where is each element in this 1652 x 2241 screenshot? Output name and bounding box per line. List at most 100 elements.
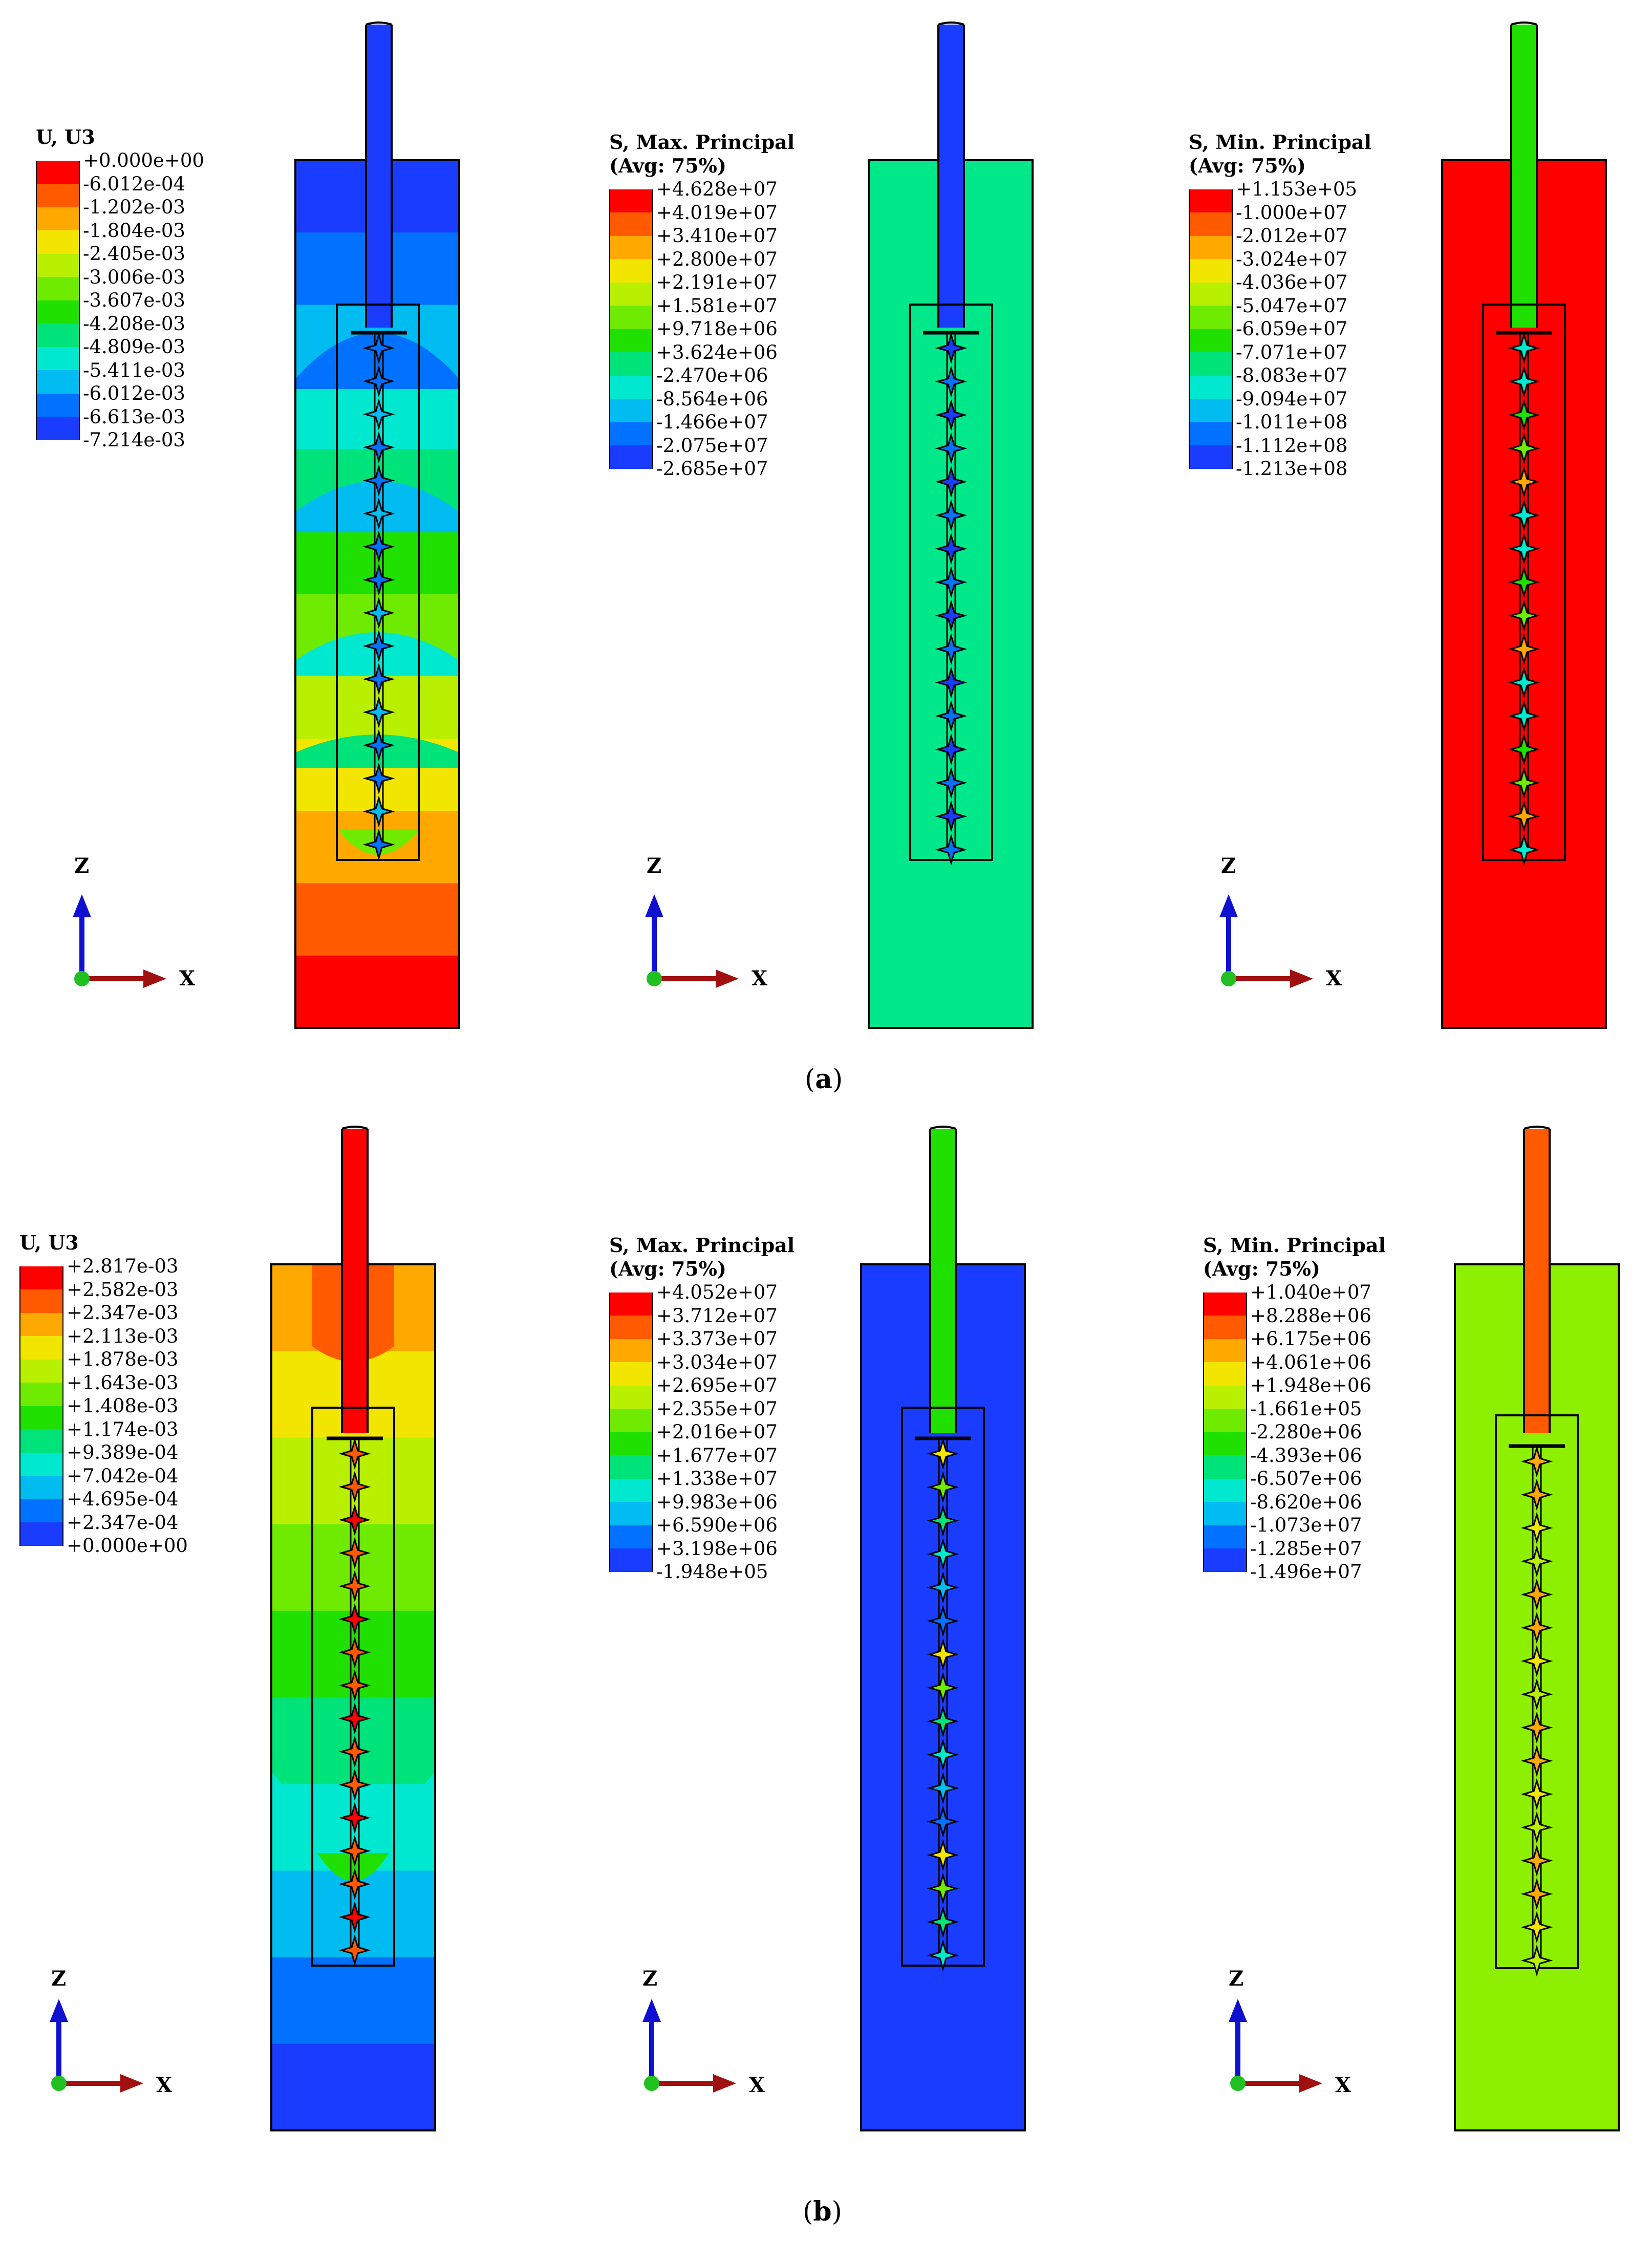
- legend-value-label: +2.695e+07: [656, 1374, 778, 1396]
- contour-band: [271, 2043, 435, 2131]
- legend-value-label: -4.208e-03: [83, 312, 185, 335]
- anchor-nodule: [1520, 1445, 1553, 1478]
- anchor-nodule: [935, 666, 968, 699]
- legend-swatch: [1204, 1339, 1246, 1363]
- legend-value-label: +1.408e-03: [67, 1395, 179, 1417]
- anchor-nodule: [362, 530, 395, 563]
- z-axis-label: Z: [51, 1967, 67, 1991]
- y-axis-dot: [1230, 2076, 1246, 2091]
- legend-swatch: [610, 1292, 652, 1316]
- legend-swatch: [20, 1429, 62, 1453]
- anchor-nodule: [338, 1702, 371, 1735]
- z-axis-label: Z: [1221, 854, 1236, 878]
- legend-swatch: [610, 1478, 652, 1502]
- legend-swatch: [20, 1336, 62, 1360]
- legend-swatch: [37, 347, 79, 371]
- legend-swatch: [1190, 282, 1232, 306]
- legend-swatch: [20, 1266, 62, 1290]
- y-axis-dot: [51, 2076, 67, 2091]
- anchor-nodule: [927, 1839, 959, 1871]
- x-axis-label: X: [179, 966, 196, 990]
- anchor-nodule: [338, 1570, 371, 1603]
- fem-model: [1441, 21, 1607, 1029]
- legend-swatch: [1204, 1525, 1246, 1549]
- anchor-nodule: [1520, 1645, 1553, 1677]
- legend-color-bar: [36, 160, 80, 440]
- y-axis-dot: [74, 971, 90, 986]
- legend-swatch: [37, 160, 79, 184]
- x-axis-label: X: [1326, 966, 1342, 990]
- x-arrow-head: [1299, 2074, 1322, 2093]
- legend-value-label: -5.411e-03: [83, 359, 185, 381]
- anchor-nodule: [1508, 666, 1540, 699]
- legend-swatch: [37, 230, 79, 254]
- anchor-nodule: [338, 1537, 371, 1569]
- anchor-nodule: [362, 398, 395, 430]
- legend-swatch: [1190, 259, 1232, 283]
- anchor-nodule: [1508, 800, 1540, 833]
- inner-zone-outline: [336, 304, 420, 861]
- anchor-nodule: [338, 1934, 371, 1967]
- anchor-nodule: [935, 700, 968, 732]
- legend-value-label: -2.075e+07: [656, 434, 768, 457]
- z-axis-label: Z: [74, 854, 90, 878]
- legend-value-label: -6.012e-03: [83, 382, 185, 404]
- legend-value-label: -3.607e-03: [83, 289, 185, 311]
- legend-value-label: +1.581e+07: [656, 294, 778, 317]
- legend-color-bar: [609, 1292, 653, 1572]
- axis-triad: [642, 1999, 736, 2093]
- anchor-nodule: [935, 599, 968, 632]
- anchor-nodule: [1520, 1878, 1553, 1910]
- legend-value-label: +1.878e-03: [67, 1348, 179, 1370]
- anchor-nodule: [1520, 1711, 1553, 1744]
- anchor-rod: [1511, 25, 1537, 328]
- axis-triad: [73, 894, 166, 988]
- anchor-nodule: [338, 1735, 371, 1768]
- legend-swatch: [610, 1409, 652, 1432]
- legend-min-principal: S, Min. Principal (Avg: 75%) +1.040e+07 +…: [1203, 1234, 1386, 1584]
- anchor-rod: [930, 1129, 956, 1433]
- legend-value-label: +1.040e+07: [1250, 1281, 1371, 1303]
- legend-value-label: -6.507e+06: [1250, 1468, 1362, 1490]
- legend-value-label: -1.213e+08: [1236, 458, 1348, 480]
- legend-title: U, U3: [19, 1231, 79, 1254]
- z-arrow-head: [1219, 894, 1238, 917]
- anchor-nodule: [338, 1801, 371, 1834]
- fem-model: [868, 21, 1034, 1029]
- legend-swatch: [1204, 1385, 1246, 1409]
- anchor-rod: [366, 25, 392, 328]
- caption-label: a: [815, 1064, 832, 1095]
- legend-value-label: +3.034e+07: [656, 1351, 778, 1373]
- anchor-nodule: [338, 1769, 371, 1801]
- legend-swatch: [610, 399, 652, 422]
- legend-scale: +4.052e+07 +3.712e+07 +3.373e+07 +3.034e+07…: [609, 1281, 795, 1584]
- legend-value-label: -8.564e+06: [656, 387, 768, 410]
- legend-value-label: -5.047e+07: [1236, 294, 1348, 317]
- legend-value-label: +4.061e+06: [1250, 1351, 1371, 1373]
- legend-value-label: +2.191e+07: [656, 271, 778, 293]
- panel-b: U, U3 +2.817e-03 +2.582e-03 +2.347e-03 +2.1…: [0, 1111, 1652, 2241]
- legend-value-label: +2.347e-03: [67, 1302, 179, 1324]
- panel-a: U, U3 +0.000e+00 -6.012e-04 -1.202e-03 -1.8…: [0, 0, 1652, 1111]
- legend-value-label: +4.019e+07: [656, 201, 778, 224]
- legend-value-label: -1.112e+08: [1236, 434, 1348, 457]
- legend-swatch: [610, 259, 652, 283]
- legend-value-label: +2.817e-03: [67, 1255, 179, 1277]
- x-arrow-head: [143, 969, 166, 988]
- legend-swatch: [610, 329, 652, 353]
- anchor-nodule: [1520, 1545, 1553, 1578]
- z-arrow-head: [642, 1999, 661, 2022]
- caption-a: (a): [805, 1064, 843, 1095]
- legend-swatch: [37, 253, 79, 277]
- legend-value-label: +2.016e+07: [656, 1421, 778, 1443]
- legend-value-label: +3.712e+07: [656, 1304, 778, 1327]
- legend-swatch: [20, 1476, 62, 1499]
- legend-value-label: -2.470e+06: [656, 364, 768, 386]
- x-axis-label: X: [752, 966, 768, 990]
- legend-value-label: -8.083e+07: [1236, 364, 1348, 386]
- anchor-nodule: [1520, 1678, 1553, 1711]
- legend-value-label: +1.174e-03: [67, 1418, 179, 1440]
- legend-title: S, Min. Principal: [1189, 131, 1371, 154]
- x-arrow-head: [713, 2074, 736, 2093]
- anchor-rod: [1524, 1129, 1550, 1433]
